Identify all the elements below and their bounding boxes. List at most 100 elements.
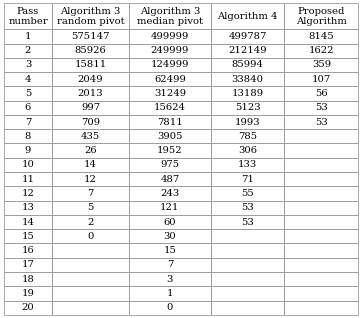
Text: 3: 3: [167, 275, 173, 284]
Text: 60: 60: [164, 218, 176, 226]
Text: Proposed
Algorithm: Proposed Algorithm: [296, 6, 347, 26]
Bar: [211, 129, 285, 143]
Text: 17: 17: [22, 260, 34, 269]
Bar: [211, 72, 285, 86]
Bar: [211, 29, 285, 44]
Text: 15: 15: [164, 246, 176, 255]
Text: 15811: 15811: [74, 60, 106, 69]
Text: 124999: 124999: [151, 60, 189, 69]
Bar: [52, 301, 129, 315]
Text: 2049: 2049: [77, 75, 103, 84]
Text: 575147: 575147: [71, 32, 110, 41]
Bar: [129, 58, 211, 72]
Text: 435: 435: [81, 132, 100, 141]
Text: 1: 1: [167, 289, 173, 298]
Bar: [52, 72, 129, 86]
Bar: [211, 272, 285, 286]
Bar: [4, 129, 52, 143]
Bar: [285, 201, 358, 215]
Bar: [52, 44, 129, 58]
Text: 31249: 31249: [154, 89, 186, 98]
Bar: [52, 215, 129, 229]
Bar: [52, 172, 129, 186]
Bar: [4, 86, 52, 100]
Text: 212149: 212149: [228, 46, 267, 55]
Text: 85926: 85926: [75, 46, 106, 55]
Bar: [285, 158, 358, 172]
Text: 53: 53: [241, 218, 254, 226]
Text: 56: 56: [315, 89, 328, 98]
Bar: [211, 244, 285, 258]
Text: 8: 8: [25, 132, 31, 141]
Bar: [285, 172, 358, 186]
Text: 18: 18: [22, 275, 34, 284]
Bar: [129, 100, 211, 115]
Bar: [52, 143, 129, 158]
Text: 2: 2: [25, 46, 31, 55]
Bar: [129, 3, 211, 29]
Bar: [129, 158, 211, 172]
Bar: [129, 29, 211, 44]
Text: 15: 15: [22, 232, 34, 241]
Text: 487: 487: [160, 175, 180, 184]
Bar: [285, 286, 358, 301]
Text: 7: 7: [87, 189, 94, 198]
Bar: [4, 286, 52, 301]
Bar: [285, 272, 358, 286]
Text: 2: 2: [87, 218, 94, 226]
Bar: [4, 72, 52, 86]
Bar: [4, 58, 52, 72]
Bar: [211, 3, 285, 29]
Bar: [52, 186, 129, 201]
Bar: [52, 86, 129, 100]
Bar: [4, 143, 52, 158]
Bar: [285, 215, 358, 229]
Text: 1952: 1952: [157, 146, 183, 155]
Bar: [285, 72, 358, 86]
Text: 3: 3: [25, 60, 31, 69]
Text: 133: 133: [238, 160, 257, 169]
Text: 53: 53: [241, 203, 254, 212]
Text: 499787: 499787: [228, 32, 267, 41]
Bar: [285, 115, 358, 129]
Bar: [129, 229, 211, 244]
Bar: [211, 143, 285, 158]
Bar: [52, 158, 129, 172]
Bar: [129, 215, 211, 229]
Bar: [4, 301, 52, 315]
Bar: [285, 29, 358, 44]
Bar: [211, 86, 285, 100]
Text: 243: 243: [160, 189, 180, 198]
Text: 10: 10: [22, 160, 34, 169]
Bar: [4, 244, 52, 258]
Bar: [4, 258, 52, 272]
Text: 71: 71: [241, 175, 254, 184]
Bar: [285, 58, 358, 72]
Text: 13: 13: [22, 203, 34, 212]
Bar: [285, 44, 358, 58]
Bar: [211, 115, 285, 129]
Text: 7811: 7811: [157, 118, 183, 127]
Bar: [52, 258, 129, 272]
Bar: [52, 115, 129, 129]
Text: 499999: 499999: [151, 32, 189, 41]
Bar: [211, 186, 285, 201]
Text: 12: 12: [22, 189, 34, 198]
Text: 11: 11: [21, 175, 34, 184]
Bar: [285, 244, 358, 258]
Bar: [4, 229, 52, 244]
Bar: [129, 86, 211, 100]
Bar: [52, 58, 129, 72]
Text: 13189: 13189: [231, 89, 264, 98]
Text: 26: 26: [84, 146, 97, 155]
Text: 0: 0: [87, 232, 94, 241]
Bar: [52, 29, 129, 44]
Text: 1: 1: [25, 32, 31, 41]
Bar: [52, 3, 129, 29]
Bar: [4, 29, 52, 44]
Bar: [52, 286, 129, 301]
Text: 249999: 249999: [151, 46, 189, 55]
Bar: [52, 100, 129, 115]
Bar: [4, 115, 52, 129]
Bar: [211, 58, 285, 72]
